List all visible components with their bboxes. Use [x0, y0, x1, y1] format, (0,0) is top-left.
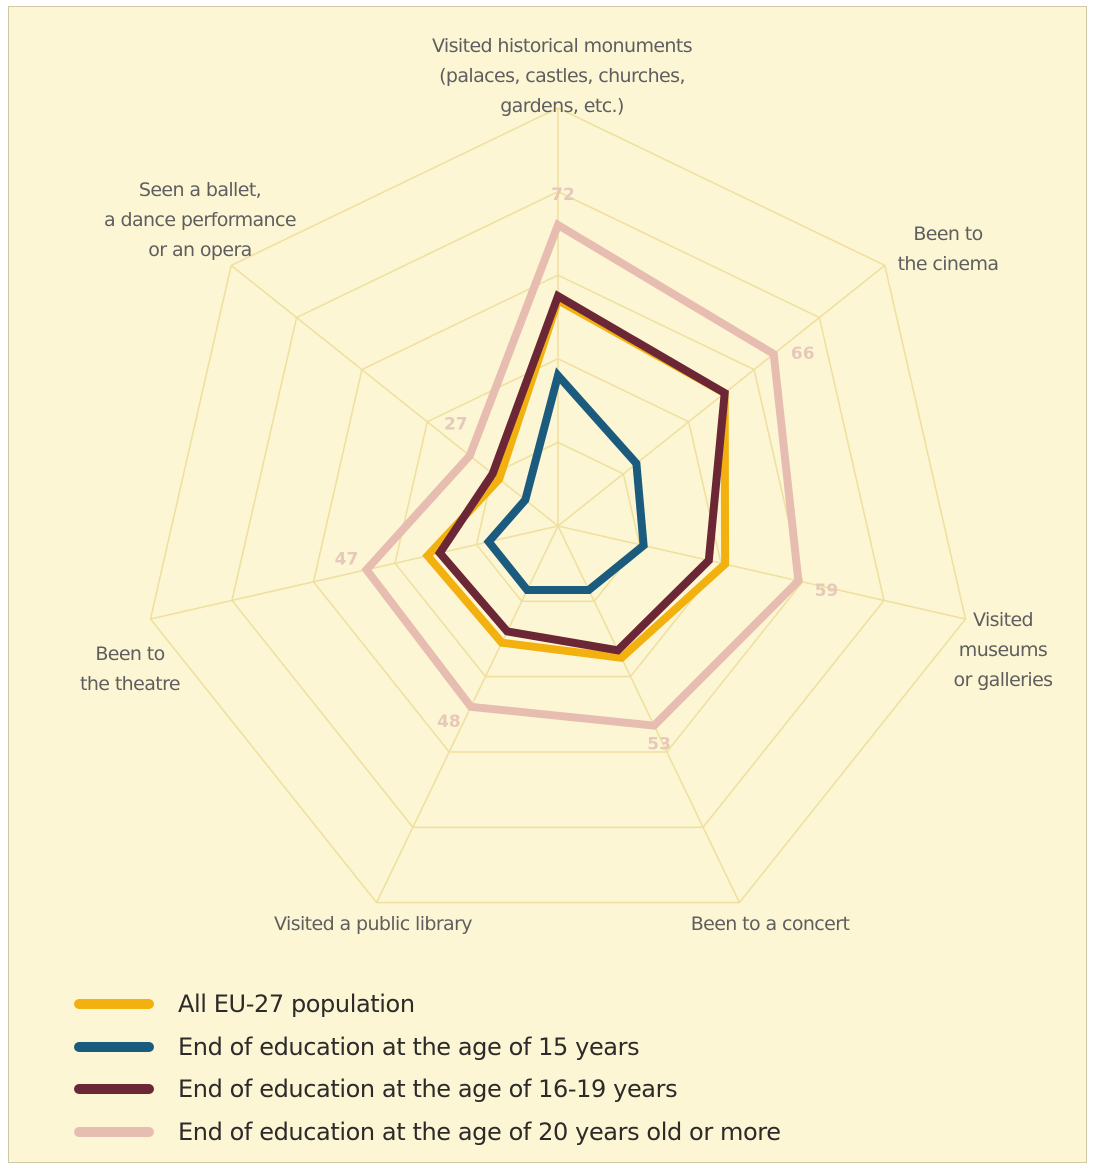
axis-label-6: Been to the theatre — [80, 643, 180, 695]
legend-label-edu-15: End of education at the age of 15 years — [178, 1032, 640, 1061]
legend-item-edu-16-19: End of education at the age of 16-19 yea… — [74, 1068, 781, 1111]
value-label-4: 53 — [647, 735, 671, 755]
axis-label-2-line-2: the cinema — [898, 253, 999, 275]
value-label-6: 47 — [335, 550, 359, 570]
legend-item-edu-15: End of education at the age of 15 years — [74, 1026, 781, 1069]
grid-ring-2 — [394, 357, 722, 678]
axis-label-2: Been to the cinema — [898, 223, 999, 275]
legend-label-edu-16-19: End of education at the age of 16-19 yea… — [178, 1075, 678, 1104]
legend-item-edu-20-plus: End of education at the age of 20 years … — [74, 1111, 781, 1154]
axis-label-6-line-1: Been to — [95, 643, 164, 665]
value-label-5: 48 — [437, 712, 461, 732]
series-line-3 — [434, 290, 729, 655]
value-label-2: 66 — [791, 344, 815, 364]
grid-spoke-6 — [150, 525, 559, 620]
legend-swatch-edu-16-19 — [74, 1084, 154, 1095]
axis-label-7: Seen a ballet, a dance performance or an o… — [104, 179, 296, 261]
axis-label-1-line-3: gardens, etc.) — [500, 95, 624, 117]
grid-ring-3 — [312, 274, 804, 753]
axis-label-5: Visited a public library — [274, 913, 472, 935]
grid-ring-4 — [231, 190, 885, 829]
value-label-1: 72 — [551, 185, 575, 205]
value-label-7: 27 — [444, 415, 468, 435]
legend-swatch-all-eu27 — [74, 999, 154, 1010]
axis-label-1: Visited historical monuments (palaces, ca… — [432, 35, 692, 117]
axis-label-3-line-1: Visited — [973, 609, 1033, 631]
legend-swatch-edu-20-plus — [74, 1126, 154, 1137]
axis-label-6-line-2: the theatre — [80, 673, 180, 695]
axis-label-3-line-2: museums — [959, 639, 1047, 661]
value-label-3: 59 — [815, 581, 839, 601]
axis-label-1-line-2: (palaces, castles, churches, — [439, 65, 685, 87]
axis-label-4-line-1: Been to a concert — [691, 913, 850, 935]
legend-label-all-eu27: All EU-27 population — [178, 990, 415, 1019]
legend-item-all-eu27: All EU-27 population — [74, 983, 781, 1026]
axis-label-3-line-3: or galleries — [954, 669, 1053, 691]
series-line-2 — [483, 367, 648, 594]
chart-panel — [8, 6, 1087, 1163]
axis-label-7-line-3: or an opera — [148, 239, 251, 261]
axis-label-3: Visited museums or galleries — [954, 609, 1053, 691]
legend-label-edu-20-plus: End of education at the age of 20 years … — [178, 1117, 781, 1146]
legend: All EU-27 population End of education at… — [74, 983, 781, 1153]
grid-ring-5 — [149, 107, 967, 904]
grid-spoke-3 — [557, 525, 966, 620]
axis-label-4: Been to a concert — [691, 913, 850, 935]
axis-label-2-line-1: Been to — [913, 223, 982, 245]
series-line-4 — [361, 219, 803, 730]
grid-spoke-7 — [230, 264, 559, 527]
legend-swatch-edu-15 — [74, 1041, 154, 1052]
series-line-1 — [422, 294, 730, 662]
axis-label-5-line-1: Visited a public library — [274, 913, 472, 935]
axis-label-1-line-1: Visited historical monuments — [432, 35, 692, 57]
grid-spoke-4 — [557, 525, 741, 903]
axis-label-7-line-1: Seen a ballet, — [139, 179, 261, 201]
axis-label-7-line-2: a dance performance — [104, 209, 296, 231]
